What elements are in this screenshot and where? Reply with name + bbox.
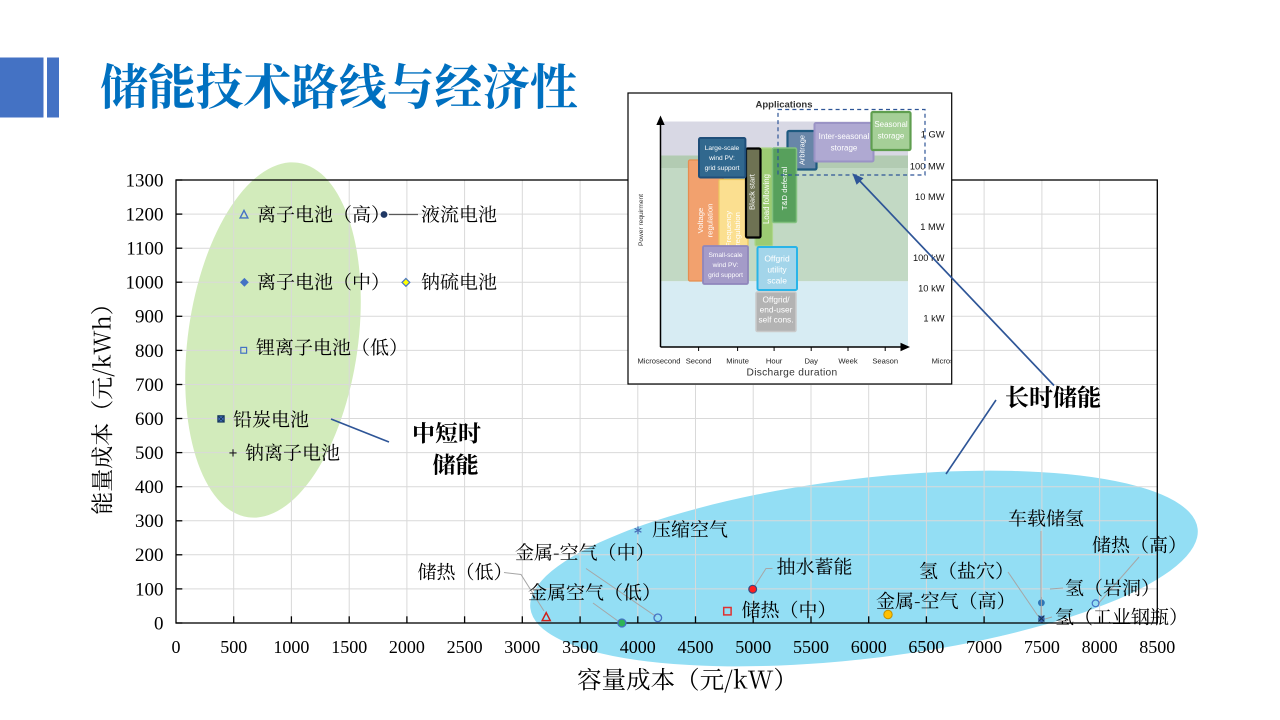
svg-text:Power requirment: Power requirment — [638, 194, 645, 246]
svg-text:Load following: Load following — [762, 174, 771, 224]
svg-text:1200: 1200 — [126, 205, 164, 226]
svg-text:2500: 2500 — [447, 637, 483, 657]
svg-text:Microsecond: Microsecond — [637, 357, 680, 366]
svg-text:Black start: Black start — [748, 173, 757, 210]
svg-text:Small-scale: Small-scale — [708, 252, 742, 259]
svg-text:Minute: Minute — [726, 357, 749, 366]
svg-text:Day: Day — [804, 357, 818, 366]
svg-text:100 MW: 100 MW — [910, 162, 945, 172]
svg-text:Microsecond: Microsecond — [932, 357, 975, 366]
svg-text:Week: Week — [838, 357, 857, 366]
svg-text:10 MW: 10 MW — [915, 192, 945, 202]
svg-text:grid support: grid support — [708, 272, 743, 279]
svg-text:8000: 8000 — [1082, 637, 1118, 657]
svg-text:7000: 7000 — [966, 637, 1002, 657]
svg-text:grid support: grid support — [705, 165, 740, 172]
svg-text:6500: 6500 — [908, 637, 944, 657]
svg-text:T&D deferral: T&D deferral — [780, 166, 789, 210]
svg-text:3500: 3500 — [562, 637, 598, 657]
svg-text:300: 300 — [135, 511, 164, 532]
svg-text:3000: 3000 — [504, 637, 540, 657]
svg-text:regulation: regulation — [733, 212, 742, 246]
svg-text:Voltage: Voltage — [696, 208, 705, 234]
svg-text:Second: Second — [686, 357, 712, 366]
svg-text:100: 100 — [135, 579, 164, 600]
svg-text:4000: 4000 — [620, 637, 656, 657]
svg-text:wind PV:: wind PV: — [708, 155, 735, 162]
svg-text:Offgrid: Offgrid — [764, 254, 790, 264]
svg-text:1100: 1100 — [126, 239, 163, 260]
svg-text:0: 0 — [154, 613, 164, 634]
svg-text:400: 400 — [135, 477, 164, 498]
svg-text:Offgrid/: Offgrid/ — [762, 295, 790, 305]
svg-text:1500: 1500 — [331, 637, 367, 657]
svg-text:self cons.: self cons. — [758, 315, 793, 325]
svg-text:200: 200 — [135, 545, 164, 566]
svg-text:Arbitrage: Arbitrage — [798, 135, 807, 165]
svg-text:10 kW: 10 kW — [918, 283, 945, 293]
svg-text:700: 700 — [135, 375, 164, 396]
svg-text:500: 500 — [220, 637, 247, 657]
svg-text:1300: 1300 — [126, 170, 164, 191]
svg-text:Applications: Applications — [755, 99, 812, 110]
svg-text:Hour: Hour — [766, 357, 783, 366]
svg-text:scale: scale — [767, 276, 787, 286]
svg-text:Frequency: Frequency — [724, 211, 733, 247]
svg-text:storage: storage — [878, 132, 905, 141]
svg-text:2000: 2000 — [389, 637, 425, 657]
svg-text:Season: Season — [872, 357, 898, 366]
svg-text:wind PV:: wind PV: — [712, 262, 739, 269]
svg-text:utility: utility — [767, 265, 787, 275]
svg-text:Discharge duration: Discharge duration — [747, 368, 838, 379]
svg-text:1 GW: 1 GW — [921, 130, 945, 140]
svg-text:Seasonal: Seasonal — [874, 120, 908, 129]
svg-text:5000: 5000 — [735, 637, 771, 657]
svg-text:100 kW: 100 kW — [913, 253, 945, 263]
svg-text:end-user: end-user — [760, 305, 793, 315]
svg-text:1 MW: 1 MW — [920, 222, 944, 232]
svg-text:Inter-seasonal: Inter-seasonal — [819, 132, 870, 141]
svg-text:5500: 5500 — [793, 637, 829, 657]
svg-text:0: 0 — [172, 637, 181, 657]
svg-text:1 kW: 1 kW — [923, 313, 944, 323]
svg-text:8500: 8500 — [1139, 637, 1175, 657]
svg-text:storage: storage — [831, 144, 858, 153]
svg-text:4500: 4500 — [678, 637, 714, 657]
svg-text:1000: 1000 — [126, 273, 164, 294]
svg-text:500: 500 — [135, 443, 164, 464]
svg-text:800: 800 — [135, 341, 164, 362]
svg-text:900: 900 — [135, 307, 164, 328]
svg-text:regulation: regulation — [706, 204, 715, 238]
svg-text:600: 600 — [135, 409, 164, 430]
svg-text:Large-scale: Large-scale — [705, 145, 740, 152]
svg-text:1000: 1000 — [273, 637, 309, 657]
svg-text:6000: 6000 — [851, 637, 887, 657]
svg-text:7500: 7500 — [1024, 637, 1060, 657]
